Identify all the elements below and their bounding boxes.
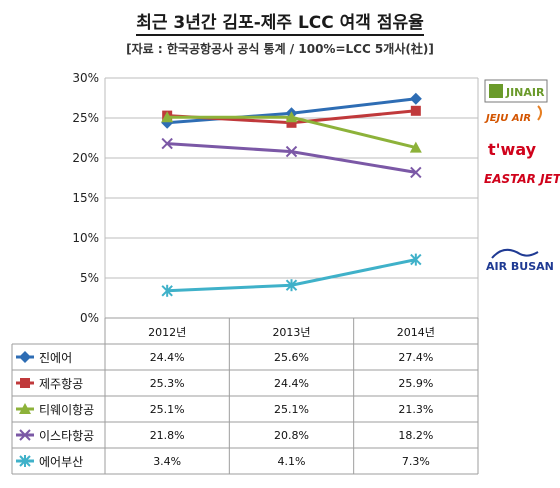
data-value-label: 7.3% [402,455,430,468]
triangle-shape [285,111,298,123]
legend-series-label: 티웨이항공 [39,403,94,417]
star-marker [285,279,298,292]
triangle-marker [19,403,31,414]
y-tick-label: 15% [72,191,99,205]
data-value-label: 27.4% [398,351,433,364]
data-value-label: 25.1% [150,403,185,416]
y-tick-label: 5% [80,271,99,285]
triangle-marker [161,111,174,123]
data-value-label: 18.2% [398,429,433,442]
x-category-label: 2013년 [272,326,310,339]
y-tick-label: 20% [72,151,99,165]
legend-series-label: 제주항공 [39,377,83,391]
eastarjet-logo-text: EASTAR JET [484,172,560,186]
tway-logo: t'way [488,140,537,159]
y-tick-label: 10% [72,231,99,245]
eastarjet-logo: EASTAR JET [484,172,560,186]
data-value-label: 21.3% [398,403,433,416]
legend-series-label: 진에어 [39,351,72,365]
diamond-marker [19,351,31,363]
airbusan-logo: AIR BUSAN [486,248,554,273]
triangle-shape [409,141,422,153]
triangle-marker [285,111,298,123]
y-axis: 0% 5% 10% 15% 20% 25% 30% [72,71,99,325]
data-value-label: 3.4% [153,455,181,468]
square-shape [20,378,30,388]
x-category-label: 2014년 [397,326,435,339]
triangle-shape [19,403,31,414]
data-value-label: 4.1% [278,455,306,468]
square-shape [286,117,297,128]
data-value-label: 25.6% [274,351,309,364]
x-category-label: 2012년 [148,326,186,339]
data-value-label: 24.4% [274,377,309,390]
x-stroke [161,137,173,150]
x-marker [410,166,422,179]
square-marker [286,117,297,128]
data-value-label: 20.8% [274,429,309,442]
diamond-marker [409,92,422,105]
square-marker [20,378,30,388]
star-marker [410,253,422,266]
chart-subtitle: [자료 : 한국공항공사 공식 통계 / 100%=LCC 5개사(社)] [126,42,434,56]
jejuair-logo: JEJU AIR [484,105,542,124]
chart-title-text: 최근 3년간 김포-제주 LCC 여객 점유율 [136,13,424,36]
legend-series-label: 에어부산 [39,455,83,469]
data-value-label: 21.8% [150,429,185,442]
chart-title: 최근 3년간 김포-제주 LCC 여객 점유율 [0,8,560,36]
data-value-label: 25.3% [150,377,185,390]
data-value-label: 25.9% [398,377,433,390]
airline-logos: JINAIR JEJU AIR t'way EASTAR JET AIR BUS… [484,79,560,273]
jinair-logo-text: JINAIR [505,86,545,99]
square-marker [410,105,421,116]
star-marker [161,284,173,297]
x-marker [285,145,298,158]
y-tick-label: 25% [72,111,99,125]
square-shape [410,105,421,116]
star-marker [19,455,31,467]
data-value-label: 25.1% [274,403,309,416]
diamond-shape [19,351,31,363]
x-marker [19,429,31,441]
tway-logo-text: t'way [488,140,537,159]
y-tick-label: 0% [80,311,99,325]
x-stroke [19,429,31,441]
jinair-logo: JINAIR [484,79,548,103]
y-tick-label: 30% [72,71,99,85]
x-stroke [410,166,422,179]
legend-series-label: 이스타항공 [39,429,94,443]
diamond-shape [409,92,422,105]
x-stroke [285,145,298,158]
triangle-marker [409,141,422,153]
jejuair-logo-text: JEJU AIR [484,113,531,124]
series-lines [161,92,422,297]
triangle-shape [161,111,174,123]
data-value-label: 24.4% [150,351,185,364]
x-marker [161,137,173,150]
airbusan-logo-text: AIR BUSAN [486,260,554,273]
